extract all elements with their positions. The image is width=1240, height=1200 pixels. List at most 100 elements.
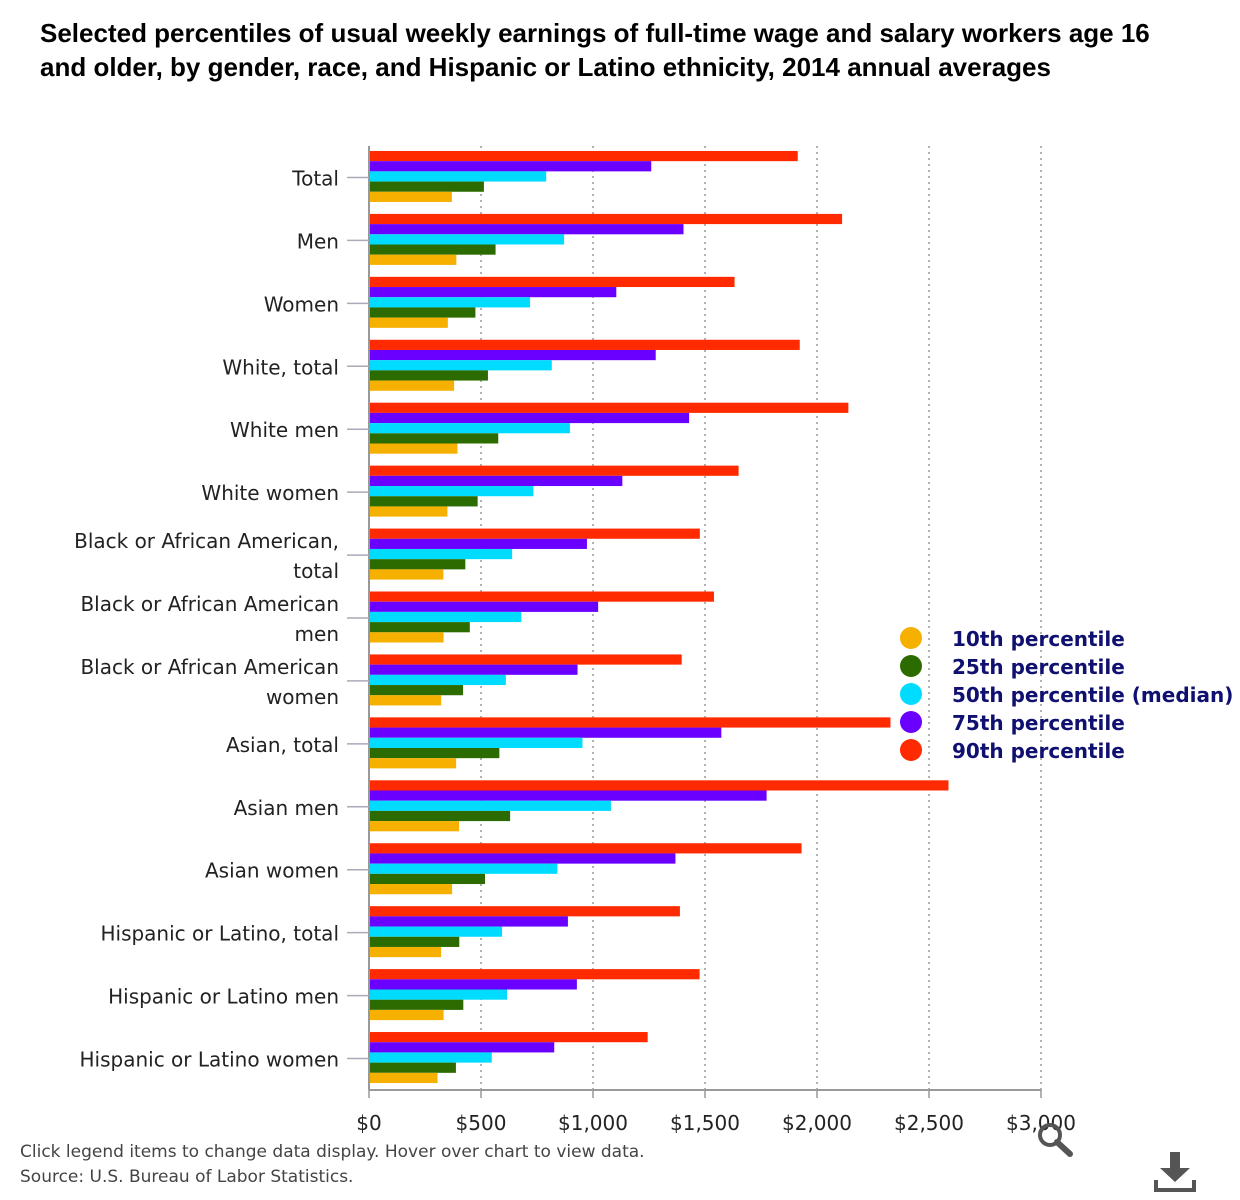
legend-marker [900, 655, 922, 677]
bar[interactable] [370, 664, 578, 675]
bar[interactable] [370, 821, 460, 832]
bar[interactable] [370, 380, 455, 391]
bar[interactable] [370, 800, 611, 811]
bar[interactable] [370, 506, 448, 517]
bar[interactable] [370, 276, 735, 288]
bar[interactable] [370, 496, 478, 507]
bar[interactable] [370, 979, 577, 990]
bar[interactable] [370, 234, 565, 245]
legend-marker [900, 711, 922, 733]
bar[interactable] [370, 747, 500, 759]
bar[interactable] [370, 674, 506, 686]
bar[interactable] [370, 254, 457, 265]
bar[interactable] [370, 1062, 456, 1073]
bar[interactable] [370, 161, 652, 172]
bar[interactable] [370, 486, 534, 497]
bar[interactable] [370, 780, 949, 791]
legend-marker [900, 627, 922, 649]
legend-item[interactable]: 10th percentile [900, 627, 1125, 651]
bar[interactable] [370, 287, 617, 298]
category-label: Asian women [205, 859, 339, 883]
category-label-line: Black or African American, [74, 529, 339, 553]
bar[interactable] [370, 402, 849, 413]
bar[interactable] [370, 181, 484, 192]
bar[interactable] [370, 685, 464, 696]
bar[interactable] [370, 873, 486, 885]
bar[interactable] [370, 528, 700, 539]
bar[interactable] [370, 863, 558, 874]
legend-label: 50th percentile (median) [952, 683, 1233, 707]
bar[interactable] [370, 969, 700, 980]
bar[interactable] [370, 370, 488, 381]
bar[interactable] [370, 936, 460, 947]
bar[interactable] [370, 1009, 444, 1021]
bar[interactable] [370, 717, 891, 728]
x-tick-label: $1,000 [558, 1111, 628, 1135]
download-icon[interactable] [1152, 1150, 1198, 1196]
bar[interactable] [370, 307, 476, 318]
bar[interactable] [370, 611, 522, 623]
bar[interactable] [370, 412, 690, 424]
bar[interactable] [370, 569, 444, 580]
bar[interactable] [370, 224, 684, 235]
x-tick-label: $500 [456, 1111, 507, 1135]
category-label: Hispanic or Latino women [80, 1048, 340, 1072]
legend-marker [900, 739, 922, 761]
bar[interactable] [370, 349, 656, 361]
bar[interactable] [370, 548, 513, 560]
category-label-line: Black or African American [80, 655, 339, 679]
bar[interactable] [370, 1042, 555, 1053]
bar[interactable] [370, 906, 680, 917]
bars[interactable] [370, 150, 949, 1084]
bar[interactable] [370, 843, 802, 854]
bar[interactable] [370, 790, 767, 801]
bar[interactable] [370, 853, 676, 864]
legend-item[interactable]: 50th percentile (median) [900, 683, 1233, 707]
bar[interactable] [370, 538, 587, 549]
bar[interactable] [370, 443, 458, 454]
legend-item[interactable]: 75th percentile [900, 711, 1125, 735]
chart-source: Source: U.S. Bureau of Labor Statistics. [20, 1167, 354, 1187]
bar[interactable] [370, 632, 444, 643]
bar[interactable] [370, 150, 798, 162]
bar[interactable] [370, 1052, 492, 1063]
bar[interactable] [370, 244, 496, 255]
zoom-icon[interactable] [1036, 1122, 1076, 1158]
legend[interactable]: 10th percentile 25th percentile 50th perce… [900, 627, 1233, 763]
bar[interactable] [370, 559, 466, 570]
bar[interactable] [370, 601, 599, 612]
bar[interactable] [370, 916, 568, 927]
bar[interactable] [370, 1072, 438, 1084]
x-tick-label: $2,000 [782, 1111, 852, 1135]
bar[interactable] [370, 810, 511, 822]
bar[interactable] [370, 946, 442, 958]
chart-title: Selected percentiles of usual weekly ear… [40, 18, 1150, 82]
bar[interactable] [370, 1032, 648, 1043]
bar[interactable] [370, 654, 682, 665]
bar[interactable] [370, 475, 623, 487]
bar[interactable] [370, 695, 442, 706]
bar[interactable] [370, 423, 570, 434]
bar[interactable] [370, 758, 457, 769]
bar[interactable] [370, 433, 499, 444]
legend-label: 25th percentile [952, 655, 1125, 679]
bar[interactable] [370, 591, 714, 602]
bar[interactable] [370, 191, 452, 202]
legend-item[interactable]: 90th percentile [900, 739, 1125, 763]
bar[interactable] [370, 360, 552, 371]
bar[interactable] [370, 926, 503, 937]
bar[interactable] [370, 622, 470, 633]
bar[interactable] [370, 989, 507, 1000]
bar[interactable] [370, 297, 531, 308]
bar[interactable] [370, 727, 722, 738]
bar[interactable] [370, 171, 547, 182]
legend-item[interactable]: 25th percentile [900, 655, 1125, 679]
bar[interactable] [370, 737, 583, 748]
bar[interactable] [370, 317, 448, 328]
bar[interactable] [370, 999, 464, 1010]
bar[interactable] [370, 465, 739, 476]
bar[interactable] [370, 213, 843, 225]
bar[interactable] [370, 884, 453, 895]
bar[interactable] [370, 339, 800, 350]
